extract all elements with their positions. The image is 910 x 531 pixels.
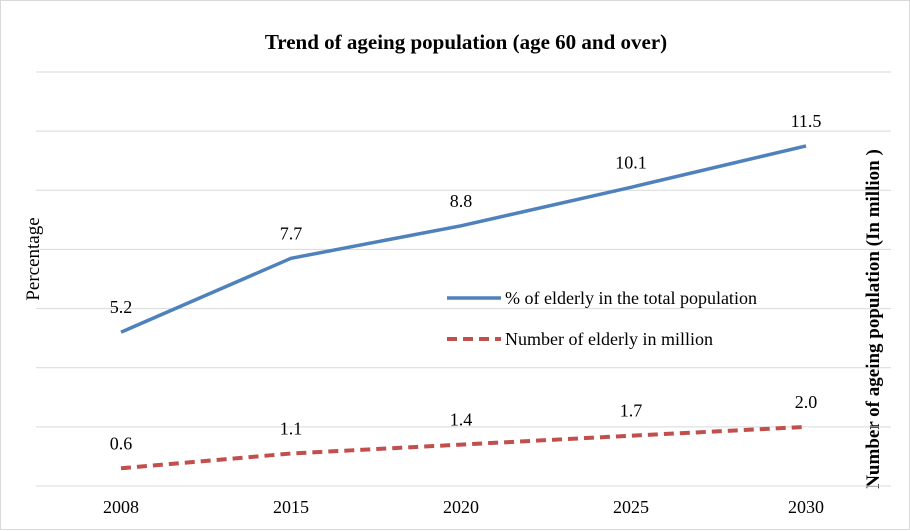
x-tick-label: 2025 (613, 497, 649, 517)
data-label: 1.1 (280, 419, 303, 439)
series-layer (120, 144, 807, 471)
x-axis-ticks: 2008 2015 2020 2025 2030 (103, 497, 824, 517)
data-label: 2.0 (795, 392, 818, 412)
series-line-1 (120, 144, 807, 334)
series-line-2 (120, 424, 807, 471)
data-label: 8.8 (450, 191, 473, 211)
x-tick-label: 2030 (788, 497, 824, 517)
x-tick-label: 2015 (273, 497, 309, 517)
data-label: 5.2 (110, 297, 133, 317)
data-label: 10.1 (615, 152, 647, 172)
y-axis-title: Percentage (23, 217, 44, 300)
data-label: 11.5 (791, 111, 822, 131)
data-labels: 5.2 7.7 8.8 10.1 11.5 0.6 1.1 1.4 1.7 2.0 (110, 111, 822, 453)
legend-label-1: % of elderly in the total population (505, 288, 757, 308)
secondary-y-axis-title: Number of ageing population (In million … (863, 149, 884, 489)
data-label: 7.7 (280, 223, 303, 243)
data-label: 1.4 (450, 410, 473, 430)
chart-title: Trend of ageing population (age 60 and o… (265, 30, 667, 54)
data-label: 0.6 (110, 433, 133, 453)
legend-label-2: Number of elderly in million (505, 329, 713, 349)
x-tick-label: 2008 (103, 497, 139, 517)
data-label: 1.7 (620, 401, 643, 421)
x-tick-label: 2020 (443, 497, 479, 517)
legend: % of elderly in the total population Numb… (447, 288, 757, 349)
